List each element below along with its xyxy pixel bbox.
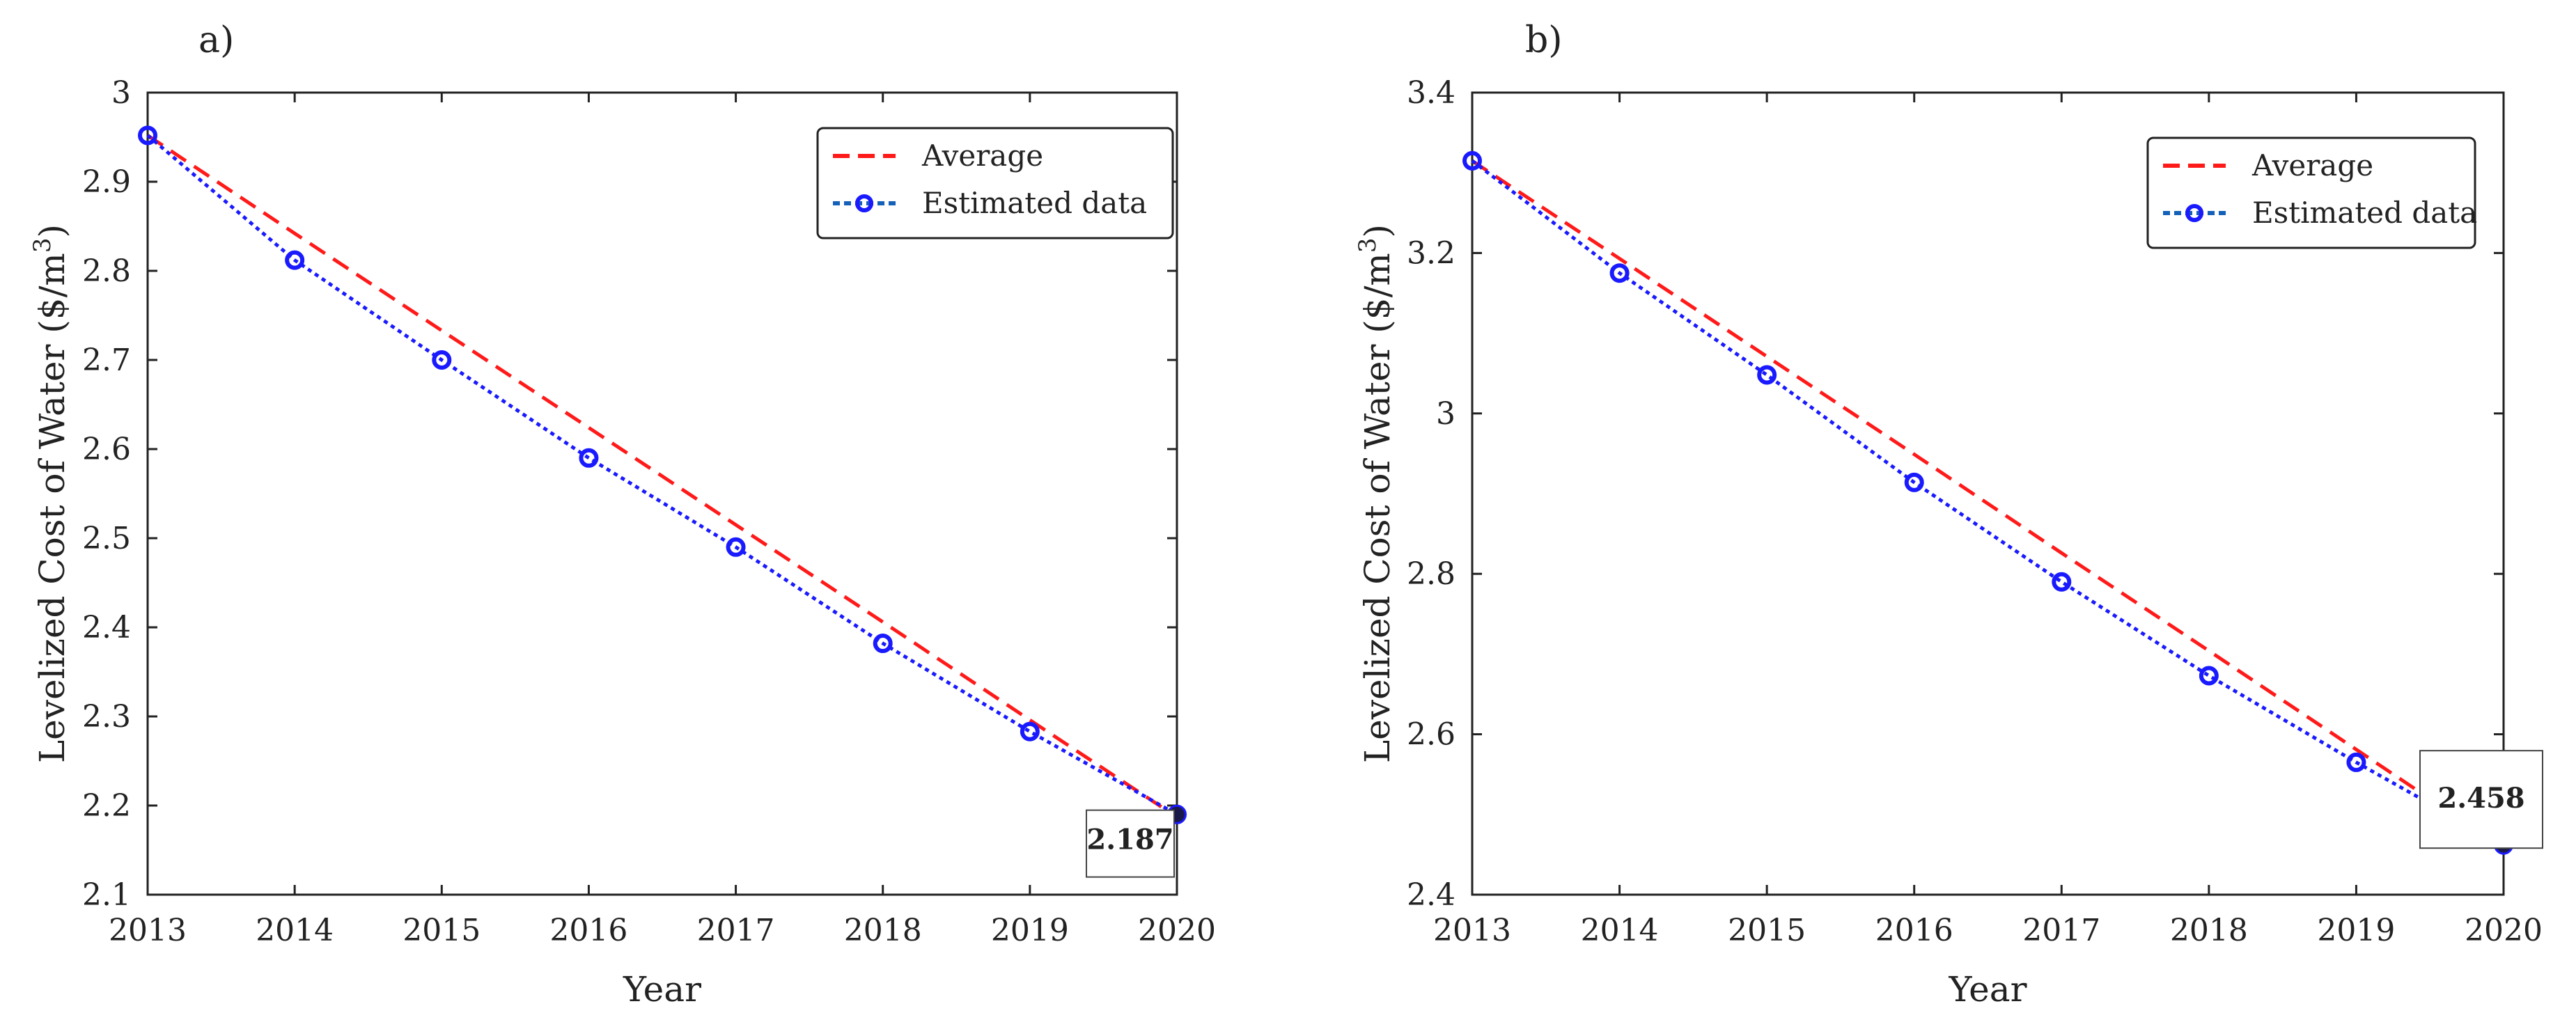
x-tick-label: 2018 [2170, 913, 2248, 948]
x-tick-label: 2016 [1875, 913, 1953, 948]
y-tick-label: 3 [1436, 396, 1455, 432]
estimated-data-point [2346, 752, 2366, 772]
legend-label-average: Average [921, 139, 1043, 173]
series-line-average [146, 134, 1178, 819]
annotation-label: 2.187 [1086, 824, 1173, 856]
x-tick-label: 2020 [1138, 913, 1216, 948]
y-tick-label: 2.6 [1407, 717, 1455, 753]
y-tick-label: 2.4 [1407, 877, 1455, 913]
legend: Average Estimated data [2146, 136, 2477, 249]
y-axis-title-superscript: 3 [1354, 238, 1382, 253]
legend-label-estimated: Estimated data [922, 186, 1147, 220]
x-tick-label: 2017 [2022, 913, 2100, 948]
legend-box [816, 127, 1174, 240]
y-axis-title-main: Levelized Cost of Water ($/m [1357, 253, 1398, 763]
y-tick-label: 2.8 [1407, 556, 1455, 592]
estimated-data-point [1020, 721, 1040, 741]
y-tick-label: 2.2 [82, 788, 131, 824]
x-tick-label: 2020 [2465, 913, 2543, 948]
estimated-data-point [285, 250, 305, 270]
legend-box [2146, 136, 2476, 249]
x-tick-label: 2015 [403, 913, 481, 948]
x-tick-label: 2019 [2317, 913, 2395, 948]
y-tick-label: 2.8 [82, 253, 131, 289]
x-axis-title: Year [623, 969, 701, 1010]
y-axis-title-main: Levelized Cost of Water ($/m [32, 253, 72, 763]
legend-label-average: Average [2251, 148, 2373, 182]
series-line-estimated [146, 134, 1178, 816]
x-tick-label: 2013 [109, 913, 187, 948]
y-tick-label: 2.3 [82, 699, 131, 735]
x-tick-label: 2015 [1728, 913, 1806, 948]
y-axis-title-close: ) [1357, 224, 1398, 238]
panel-label: a) [198, 19, 234, 61]
legend-marker-estimated [855, 194, 873, 212]
y-axis-title: Levelized Cost of Water ($/m3) [29, 224, 72, 763]
y-tick-label: 2.7 [82, 343, 131, 378]
y-axis-title-superscript: 3 [29, 238, 56, 253]
y-tick-label: 3 [111, 75, 131, 111]
estimated-data-point [2052, 572, 2072, 592]
estimated-data-point [2199, 666, 2219, 686]
estimated-data-point [1904, 472, 1924, 492]
y-tick-label: 2.1 [82, 877, 131, 913]
x-tick-label: 2014 [256, 913, 334, 948]
legend-marker-estimated [2185, 204, 2203, 222]
y-axis-title-close: ) [32, 224, 72, 238]
estimated-data-point [873, 634, 893, 654]
plot-frame [1471, 91, 2505, 896]
y-tick-label: 2.5 [82, 521, 131, 556]
panel-label: b) [1525, 19, 1563, 61]
estimated-data-point [1609, 263, 1630, 283]
chart-panel-b: b) 2013 2014 2015 2016 2017 2018 2019 2020 2.4 2.6… [1354, 19, 2543, 1010]
x-tick-label: 2018 [844, 913, 922, 948]
legend: Average Estimated data [816, 127, 1174, 240]
y-tick-label: 3.4 [1407, 75, 1455, 111]
estimated-data-point [726, 537, 746, 557]
legend-label-estimated: Estimated data [2252, 196, 2477, 230]
y-tick-label: 2.6 [82, 432, 131, 467]
estimated-data-point [138, 125, 157, 146]
x-tick-label: 2017 [697, 913, 775, 948]
series-line-average [1471, 159, 2505, 850]
x-tick-label: 2014 [1581, 913, 1659, 948]
annotation-box [1086, 809, 1175, 878]
estimated-data-point [432, 350, 452, 370]
annotation-label: 2.458 [2437, 782, 2524, 815]
series-line-estimated [1471, 159, 2505, 847]
x-tick-label: 2019 [991, 913, 1069, 948]
estimated-data-point [1757, 365, 1777, 385]
y-axis-title: Levelized Cost of Water ($/m3) [1354, 224, 1398, 763]
y-tick-label: 2.4 [82, 610, 131, 645]
plot-frame [146, 91, 1178, 896]
annotation-box [2419, 750, 2543, 849]
estimated-data-point [579, 448, 599, 468]
y-tick-label: 2.9 [82, 164, 131, 200]
x-tick-label: 2013 [1433, 913, 1511, 948]
chart-panel-a: a) 2013 2014 2015 2016 2017 2018 2019 2020 2.1 2.2… [29, 19, 1216, 1010]
x-tick-label: 2016 [549, 913, 627, 948]
estimated-data-point [1462, 150, 1482, 171]
y-tick-label: 3.2 [1407, 235, 1455, 271]
x-axis-title: Year [1949, 969, 2027, 1010]
